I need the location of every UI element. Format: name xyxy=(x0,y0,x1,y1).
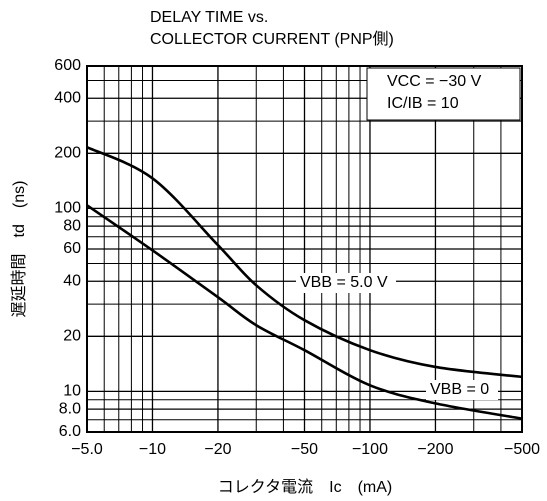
series-line xyxy=(86,146,523,379)
annotation: IC/IB = 10 xyxy=(387,95,459,112)
y-tick-label: 6.0 xyxy=(59,423,81,440)
y-tick-label: 400 xyxy=(54,89,81,106)
label-background xyxy=(296,273,396,293)
y-tick-label: 80 xyxy=(63,217,81,234)
x-tick-label: −20 xyxy=(204,441,231,458)
x-axis-label: コレクタ電流 Ic (mA) xyxy=(218,478,392,496)
x-tick-label: −100 xyxy=(352,441,388,458)
y-tick-label: 200 xyxy=(54,145,81,162)
label-background xyxy=(426,380,498,400)
y-tick-label: 8.0 xyxy=(59,400,81,417)
chart-title: DELAY TIME vs. xyxy=(150,9,268,26)
x-tick-label: −5.0 xyxy=(71,441,103,458)
series-line xyxy=(86,204,523,420)
y-tick-label: 20 xyxy=(63,328,81,345)
x-tick-label: −200 xyxy=(417,441,453,458)
plot-frame xyxy=(86,65,523,433)
y-tick-label: 600 xyxy=(54,57,81,74)
x-tick-label: −50 xyxy=(291,441,318,458)
y-tick-label: 60 xyxy=(63,240,81,257)
chart-title: COLLECTOR CURRENT (PNP側) xyxy=(150,30,394,48)
y-tick-label: 100 xyxy=(54,200,81,217)
x-tick-label: −500 xyxy=(504,441,540,458)
x-tick-label: −10 xyxy=(139,441,166,458)
y-tick-label: 40 xyxy=(63,272,81,289)
y-tick-label: 10 xyxy=(63,383,81,400)
series-label: VBB = 5.0 V xyxy=(300,274,388,291)
y-axis-label: 遅延時間 td (ns) xyxy=(10,181,28,318)
annotation: VCC = −30 V xyxy=(387,73,482,90)
annotation-box xyxy=(366,67,521,121)
series-label: VBB = 0 xyxy=(430,381,489,398)
